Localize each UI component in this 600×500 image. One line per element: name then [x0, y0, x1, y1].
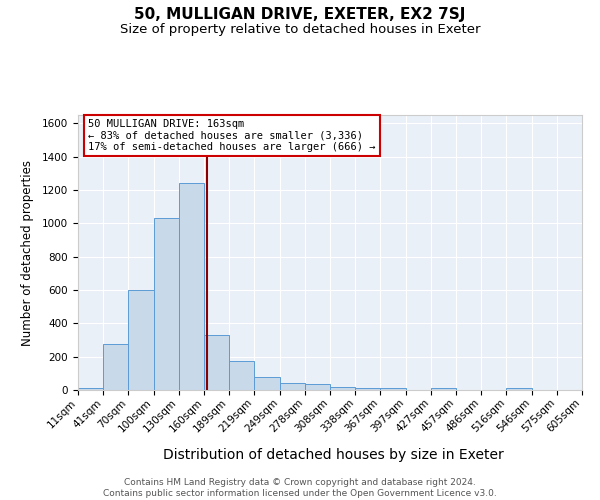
Bar	[78, 388, 103, 390]
Text: Contains HM Land Registry data © Crown copyright and database right 2024.
Contai: Contains HM Land Registry data © Crown c…	[103, 478, 497, 498]
Bar	[431, 388, 457, 390]
Bar	[330, 386, 355, 390]
Text: 50 MULLIGAN DRIVE: 163sqm
← 83% of detached houses are smaller (3,336)
17% of se: 50 MULLIGAN DRIVE: 163sqm ← 83% of detac…	[88, 119, 376, 152]
Bar	[506, 388, 532, 390]
Y-axis label: Number of detached properties: Number of detached properties	[20, 160, 34, 346]
Bar	[179, 184, 205, 390]
Text: 50, MULLIGAN DRIVE, EXETER, EX2 7SJ: 50, MULLIGAN DRIVE, EXETER, EX2 7SJ	[134, 8, 466, 22]
Bar	[128, 290, 154, 390]
Bar	[229, 361, 254, 390]
Text: Distribution of detached houses by size in Exeter: Distribution of detached houses by size …	[163, 448, 503, 462]
Bar	[380, 388, 406, 390]
Bar	[280, 382, 305, 390]
Text: Size of property relative to detached houses in Exeter: Size of property relative to detached ho…	[120, 22, 480, 36]
Bar	[355, 388, 380, 390]
Bar	[103, 344, 128, 390]
Bar	[305, 384, 330, 390]
Bar	[254, 376, 280, 390]
Bar	[154, 218, 179, 390]
Bar	[205, 335, 229, 390]
